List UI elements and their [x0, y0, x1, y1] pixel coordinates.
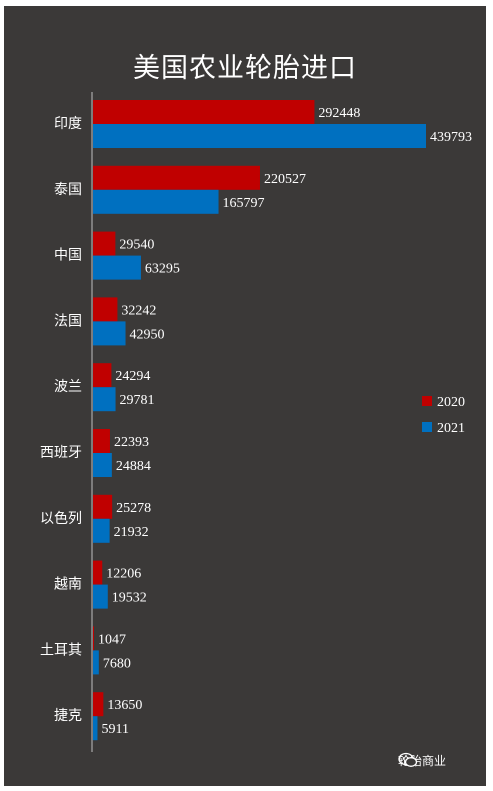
- category-label: 波兰: [54, 379, 82, 395]
- data-label: 220527: [264, 172, 306, 187]
- legend-swatch-2021: [422, 422, 432, 432]
- data-label: 165797: [223, 196, 265, 211]
- category-label: 泰国: [54, 182, 82, 198]
- category-label: 中国: [54, 248, 82, 264]
- data-label: 439793: [430, 130, 472, 145]
- data-label: 29781: [120, 393, 155, 408]
- bar-2020: [93, 363, 112, 388]
- category-label: 印度: [54, 116, 82, 132]
- bar-2021: [93, 124, 426, 148]
- data-label: 22393: [114, 435, 149, 450]
- bar-2021: [93, 716, 98, 741]
- bar-2021: [93, 387, 116, 412]
- chart-title: 美国农业轮胎进口: [133, 53, 357, 84]
- bar-2020: [93, 692, 104, 717]
- data-label: 19532: [112, 591, 147, 606]
- data-label: 7680: [103, 656, 131, 671]
- data-label: 1047: [98, 632, 126, 647]
- data-label: 12206: [106, 567, 141, 582]
- data-label: 63295: [145, 262, 180, 277]
- watermark: 轮胎商业: [398, 752, 446, 769]
- category-label: 以色列: [40, 510, 82, 527]
- bar-2021: [93, 321, 126, 346]
- bar-2020: [93, 429, 110, 453]
- data-label: 24294: [115, 369, 150, 384]
- legend-swatch-2020: [422, 396, 432, 406]
- bar-2021: [93, 255, 141, 280]
- category-label: 法国: [54, 313, 82, 329]
- legend-label-2020: 2020: [437, 395, 465, 410]
- data-label: 5911: [101, 722, 128, 737]
- legend-label-2021: 2021: [437, 421, 465, 436]
- data-label: 24884: [116, 459, 151, 474]
- bar-2021: [93, 584, 108, 609]
- data-label: 13650: [107, 698, 142, 713]
- bar-2020: [93, 100, 315, 124]
- bar-2021: [93, 650, 99, 675]
- data-label: 21932: [114, 525, 149, 540]
- data-label: 292448: [318, 106, 360, 121]
- wechat-icon: [398, 752, 418, 767]
- category-label: 越南: [54, 577, 82, 593]
- bar-2020: [93, 494, 113, 519]
- bar-2021: [93, 453, 112, 477]
- data-label: 29540: [119, 238, 154, 253]
- data-label: 42950: [130, 327, 165, 342]
- bar-2020: [93, 560, 103, 585]
- bar-2020: [93, 626, 94, 651]
- bars-group: 印度 292448 439793 泰国 220527 165797 中国 29540 63295…: [40, 100, 472, 741]
- bar-2021: [93, 189, 219, 214]
- bar-2020: [93, 231, 116, 256]
- bar-2020: [93, 297, 118, 322]
- category-label: 西班牙: [40, 445, 82, 461]
- data-label: 32242: [121, 303, 156, 318]
- bar-2020: [93, 165, 260, 190]
- bar-2021: [93, 518, 110, 543]
- data-label: 25278: [116, 501, 151, 516]
- category-label: 土耳其: [40, 642, 82, 658]
- legend: 2020 2021: [422, 395, 465, 436]
- category-label: 捷克: [54, 708, 82, 724]
